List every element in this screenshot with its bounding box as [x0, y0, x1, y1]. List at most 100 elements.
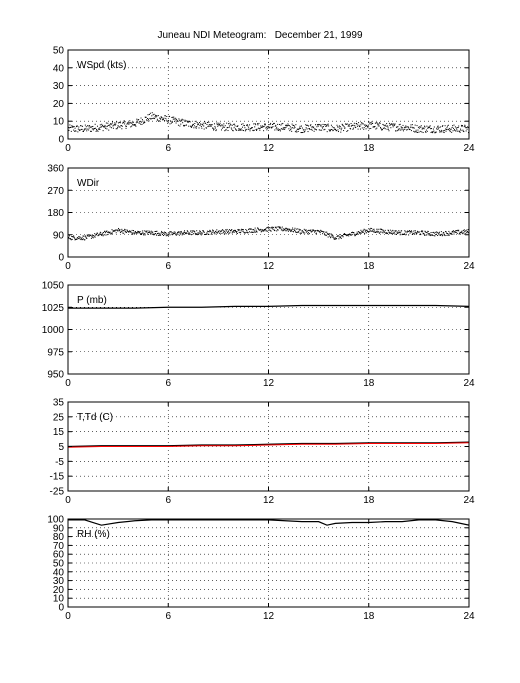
data-point [431, 132, 433, 134]
y-tick-label: 30 [53, 81, 65, 92]
data-point [265, 230, 267, 232]
data-point [169, 115, 171, 117]
data-point [166, 120, 168, 122]
data-point [213, 128, 215, 130]
data-point [203, 125, 205, 127]
data-point [353, 233, 355, 235]
data-point [106, 125, 108, 127]
data-point [159, 233, 161, 235]
data-point [130, 122, 132, 124]
data-point [275, 124, 277, 126]
data-point [181, 118, 183, 120]
data-point [449, 131, 451, 133]
data-point [219, 232, 221, 234]
data-point [213, 123, 215, 125]
data-point [442, 234, 444, 236]
data-point [240, 232, 242, 234]
data-point [365, 229, 367, 231]
data-point [342, 124, 344, 126]
data-point [118, 229, 120, 231]
data-point [220, 129, 222, 131]
data-point [265, 126, 267, 128]
data-point [124, 123, 126, 125]
data-point [416, 131, 418, 133]
data-point [73, 236, 75, 238]
data-point [271, 227, 273, 229]
data-point [415, 129, 417, 131]
data-point [224, 125, 226, 127]
data-point [250, 228, 252, 230]
data-point [100, 234, 102, 236]
data-point [123, 230, 125, 232]
data-point [234, 123, 236, 125]
data-point [132, 123, 134, 125]
data-point [386, 123, 388, 125]
data-point [289, 130, 291, 132]
data-point [414, 124, 416, 126]
data-point [328, 233, 330, 235]
data-point [417, 131, 419, 133]
data-point [115, 123, 117, 125]
data-point [135, 231, 137, 233]
data-point [250, 128, 252, 130]
data-point [467, 229, 469, 231]
data-point [380, 229, 382, 231]
data-point [442, 125, 444, 127]
data-point [463, 232, 465, 234]
data-point [379, 122, 381, 124]
data-point [376, 122, 378, 124]
data-point [138, 230, 140, 232]
data-point [396, 231, 398, 233]
data-point [179, 120, 181, 122]
data-point [328, 129, 330, 131]
data-point [82, 238, 84, 240]
data-point [102, 235, 104, 237]
data-point [318, 230, 320, 232]
data-point [142, 233, 144, 235]
data-point [239, 129, 241, 131]
data-point [74, 237, 76, 239]
data-point [83, 129, 85, 131]
data-point [413, 232, 415, 234]
data-point [223, 123, 225, 125]
data-point [275, 227, 277, 229]
data-point [445, 128, 447, 130]
x-tick-label: 6 [165, 378, 171, 389]
data-point [261, 126, 263, 128]
panel-3: 0 6 12 18 24 -25 -15 -5 5 15 25 35 T,Td (C) [50, 398, 475, 507]
data-point [456, 129, 458, 131]
data-point [433, 235, 435, 237]
data-point [466, 232, 468, 234]
data-point [245, 231, 247, 233]
data-point [140, 123, 142, 125]
data-point [257, 123, 259, 125]
data-point [189, 233, 191, 235]
data-point [238, 230, 240, 232]
data-point [201, 233, 203, 235]
data-point [186, 232, 188, 234]
data-point [133, 230, 135, 232]
data-point [119, 229, 121, 231]
data-point [133, 121, 135, 123]
data-point [211, 232, 213, 234]
data-point [219, 123, 221, 125]
data-point [97, 235, 99, 237]
data-point [416, 233, 418, 235]
data-point [307, 125, 309, 127]
data-point [260, 228, 262, 230]
data-point [465, 230, 467, 232]
data-point [281, 229, 283, 231]
data-point [132, 233, 134, 235]
data-point [85, 236, 87, 238]
data-point [249, 231, 251, 233]
data-point [122, 230, 124, 232]
data-point [375, 230, 377, 232]
data-point [333, 238, 335, 240]
data-point [327, 233, 329, 235]
data-point [327, 236, 329, 238]
data-point [113, 124, 115, 126]
data-point [284, 228, 286, 230]
data-point [287, 230, 289, 232]
data-point [438, 126, 440, 128]
data-point [434, 231, 436, 233]
